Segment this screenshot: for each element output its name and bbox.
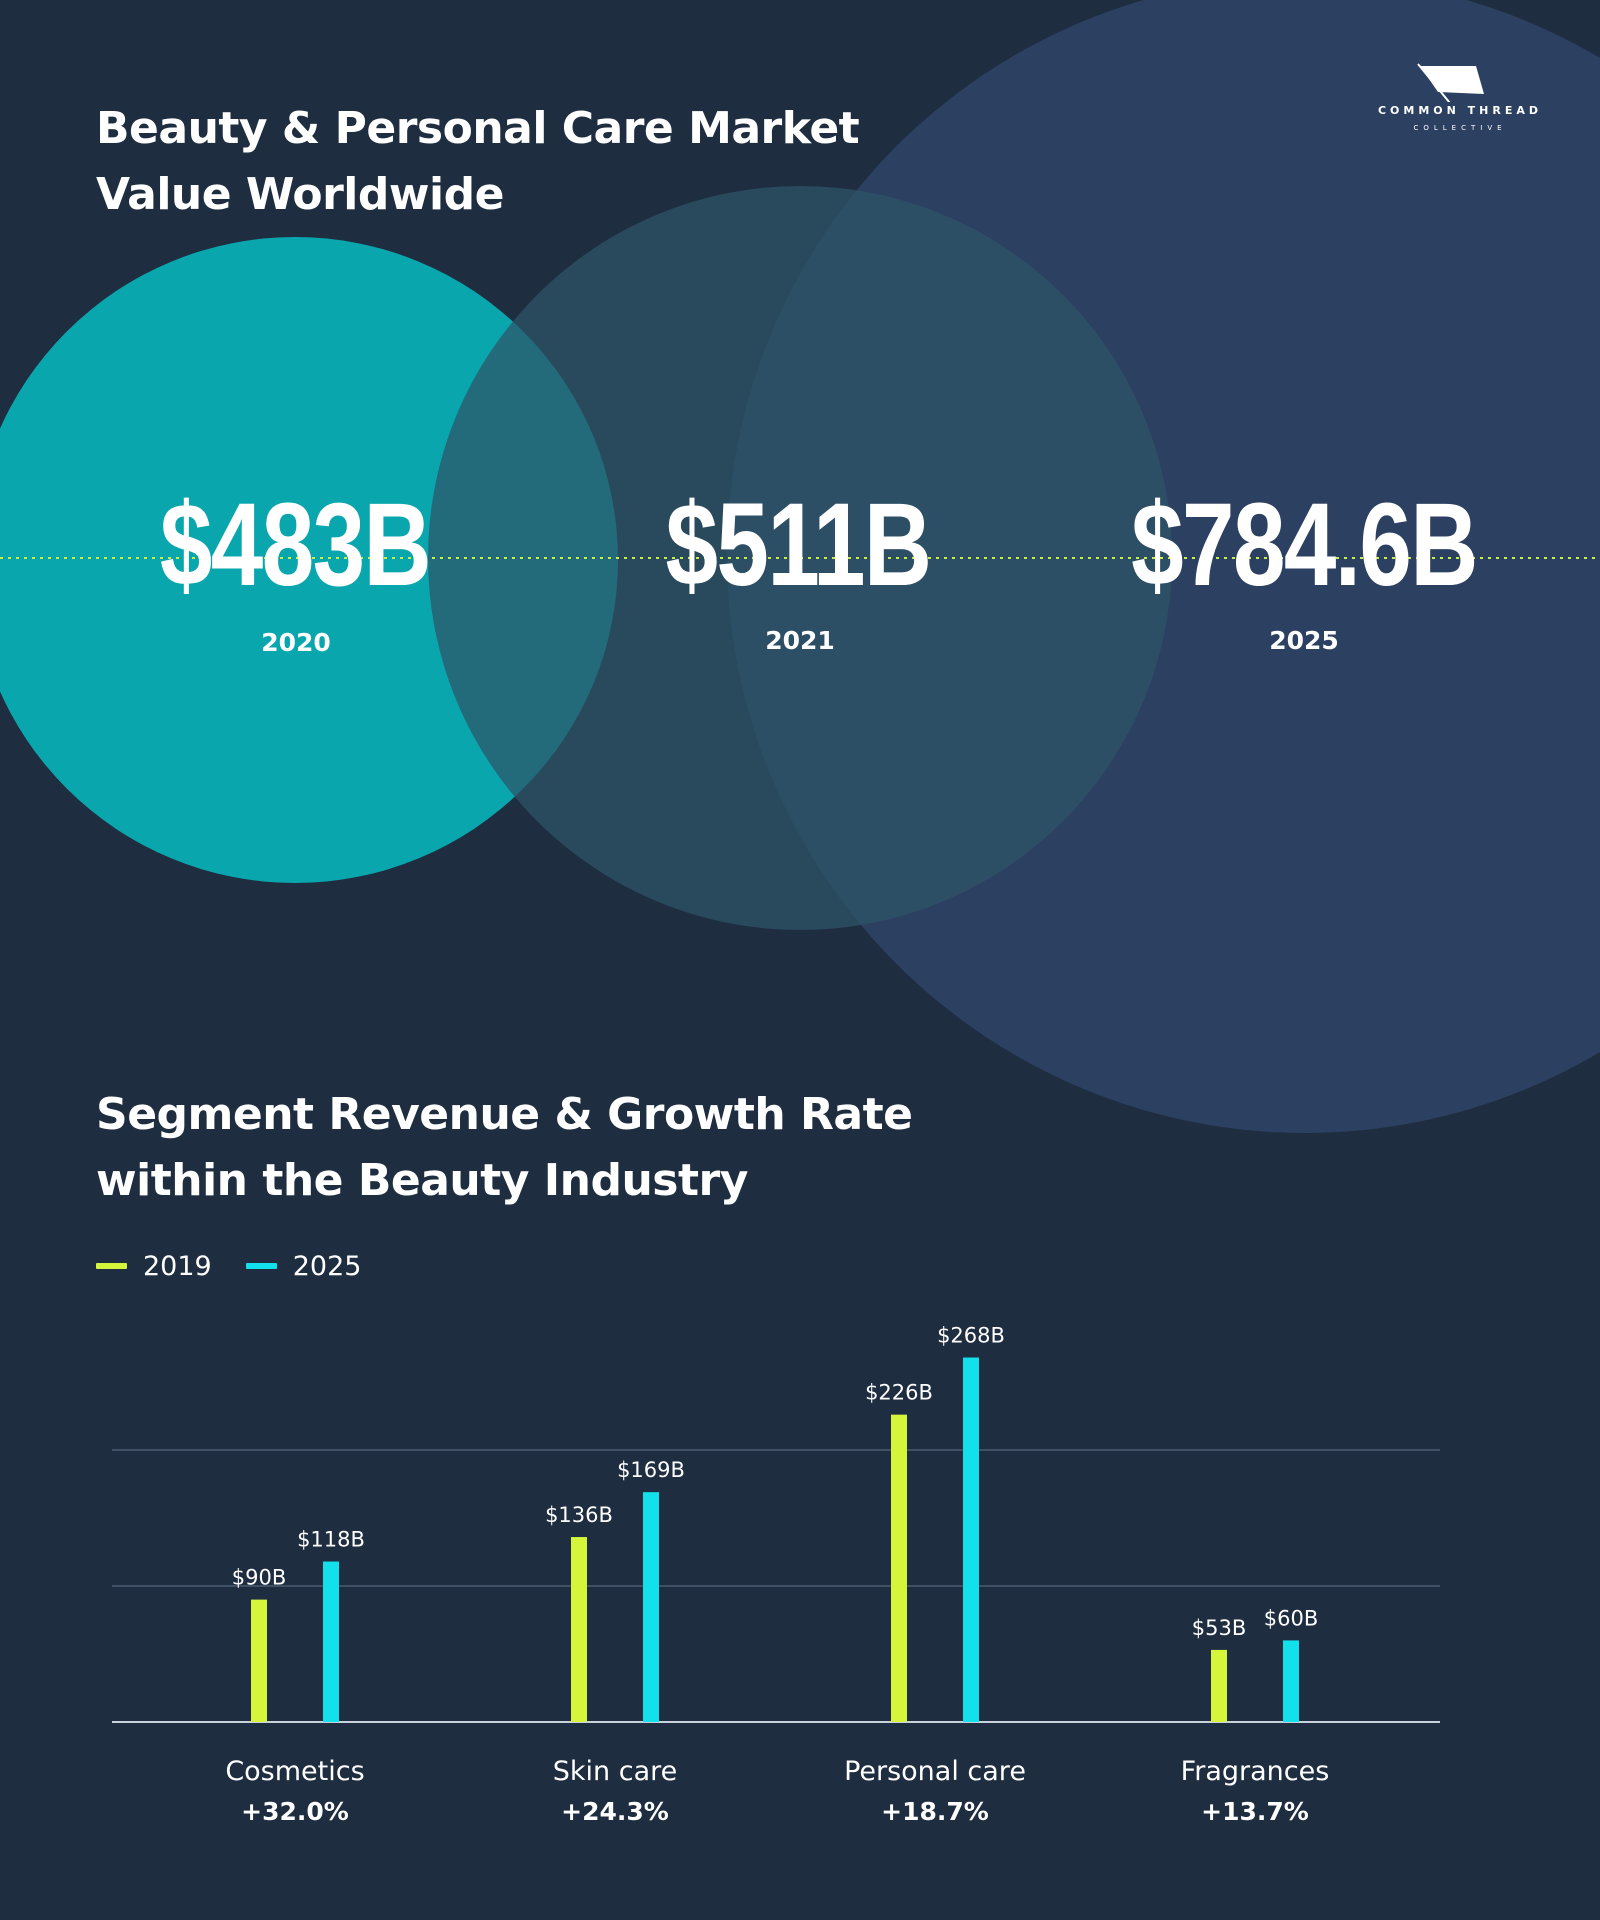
value-label-2025-personal-care: $268B xyxy=(937,1324,1005,1348)
legend-label-2019: 2019 xyxy=(143,1250,212,1282)
bar-2025-cosmetics xyxy=(323,1561,339,1722)
category-label-personal-care: Personal care xyxy=(844,1756,1026,1787)
value-2021: $511B xyxy=(665,479,933,611)
legend-item-2025: 2025 xyxy=(245,1250,362,1282)
hero-title-line2: Value Worldwide xyxy=(96,169,504,220)
value-label-2025-skin-care: $169B xyxy=(617,1458,685,1482)
legend-item-2019: 2019 xyxy=(96,1251,212,1282)
brand-logo[interactable]: COMMON THREAD COLLECTIVE xyxy=(1370,60,1550,140)
logo-line2: COLLECTIVE xyxy=(1413,124,1507,132)
flag-icon xyxy=(1417,63,1484,102)
bar-2019-personal-care xyxy=(891,1414,907,1722)
bar-2019-cosmetics xyxy=(251,1599,267,1722)
hero-title-line1: Beauty & Personal Care Market xyxy=(96,103,860,154)
legend-swatch-2025 xyxy=(245,1263,277,1269)
growth-label-personal-care: +18.7% xyxy=(881,1797,989,1826)
growth-label-fragrances: +13.7% xyxy=(1201,1797,1309,1826)
value-label-2019-personal-care: $226B xyxy=(865,1381,933,1405)
bar-2019-fragrances xyxy=(1211,1649,1227,1722)
legend-swatch-2019 xyxy=(96,1263,127,1269)
growth-label-skin-care: +24.3% xyxy=(561,1797,669,1826)
category-label-skin-care: Skin care xyxy=(553,1756,677,1787)
bar-2025-skin-care xyxy=(643,1492,659,1722)
legend-label-2025: 2025 xyxy=(292,1250,362,1282)
logo-line1: COMMON THREAD xyxy=(1377,104,1543,117)
bar-2025-personal-care xyxy=(963,1357,979,1722)
chart-legend: 2019 2025 xyxy=(96,1248,395,1284)
year-2025: 2025 xyxy=(1269,626,1339,655)
bar-2025-fragrances xyxy=(1283,1640,1299,1722)
year-2021: 2021 xyxy=(765,626,835,655)
value-label-2019-cosmetics: $90B xyxy=(232,1566,287,1590)
year-2020: 2020 xyxy=(261,628,331,657)
value-label-2019-fragrances: $53B xyxy=(1192,1616,1247,1640)
segments-title: Segment Revenue & Growth Rate within the… xyxy=(96,1082,913,1214)
hero-title: Beauty & Personal Care Market Value Worl… xyxy=(96,96,860,228)
bar-2019-skin-care xyxy=(571,1537,587,1722)
value-label-2019-skin-care: $136B xyxy=(545,1503,613,1527)
segments-title-line1: Segment Revenue & Growth Rate xyxy=(96,1089,913,1140)
category-label-cosmetics: Cosmetics xyxy=(225,1756,364,1787)
value-label-2025-fragrances: $60B xyxy=(1264,1606,1319,1630)
category-label-fragrances: Fragrances xyxy=(1181,1756,1330,1787)
segments-title-line2: within the Beauty Industry xyxy=(96,1155,748,1206)
value-label-2025-cosmetics: $118B xyxy=(297,1528,365,1552)
growth-label-cosmetics: +32.0% xyxy=(241,1797,349,1826)
value-2025: $784.6B xyxy=(1131,479,1478,611)
value-2020: $483B xyxy=(159,479,432,611)
circle-2020 xyxy=(0,237,618,883)
